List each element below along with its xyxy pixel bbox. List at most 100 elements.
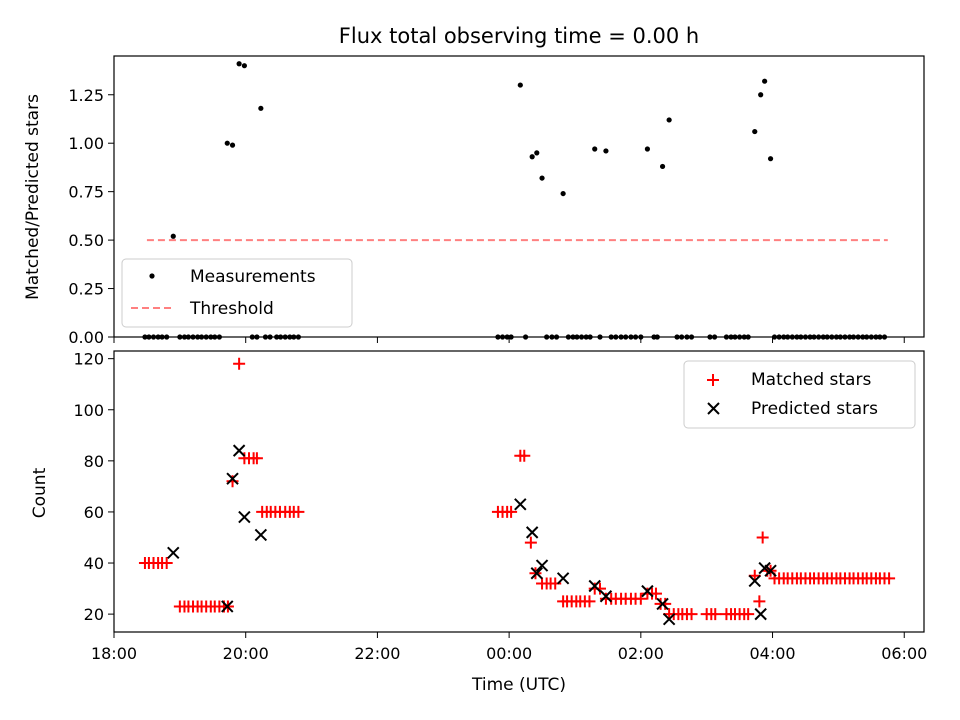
- bottom-x-tick-label: 04:00: [749, 644, 795, 663]
- bottom-y-tick-label: 120: [73, 350, 104, 369]
- matched-star-point: [742, 608, 755, 621]
- measurement-point: [258, 105, 264, 111]
- top-y-ticks: 0.00 0.25 0.50 0.75 1.00 1.25: [68, 86, 114, 347]
- top-legend: Measurements Threshold: [121, 258, 353, 328]
- measurement-point: [539, 175, 545, 181]
- predicted-star-point: [221, 600, 234, 613]
- bottom-legend-box: [683, 360, 916, 429]
- predicted-star-point: [599, 590, 613, 603]
- measurement-point: [603, 148, 609, 154]
- matched-star-point: [753, 595, 766, 608]
- bottom-y-tick-label: 100: [73, 401, 104, 420]
- predicted-star-point: [764, 564, 777, 577]
- bottom-x-tick-label: 20:00: [223, 644, 269, 663]
- bottom-y-ticks: 20 40 60 80 100 120: [73, 350, 114, 624]
- measurement-point: [644, 146, 651, 152]
- measurement-point: [224, 140, 230, 146]
- bottom-panel: Count Time (UTC) 20 40 60 80 100 120 18:00 20:…: [30, 350, 927, 695]
- predicted-star-point: [641, 584, 654, 598]
- legend-measurements-label: Measurements: [190, 267, 316, 287]
- matched-star-point: [226, 475, 239, 488]
- matched-star-point: [250, 452, 263, 465]
- bottom-legend: Matched stars Predicted stars: [683, 360, 916, 429]
- legend-measurements-marker: [149, 273, 155, 279]
- predicted-star-point: [588, 579, 601, 593]
- legend-predicted-marker: [707, 402, 720, 415]
- matched-star-point: [634, 592, 647, 605]
- bottom-x-tick-label: 02:00: [618, 644, 664, 663]
- predicted-star-point: [556, 572, 570, 585]
- bottom-x-tick-label: 18:00: [91, 644, 137, 663]
- bottom-x-tick-label: 06:00: [881, 644, 927, 663]
- bottom-x-tick-label: 00:00: [486, 644, 532, 663]
- predicted-star-point: [535, 559, 549, 572]
- bottom-x-tick-label: 22:00: [354, 644, 400, 663]
- top-axes-frame: [113, 55, 925, 338]
- matched-star-point: [685, 608, 698, 621]
- bottom-y-axis-label: Count: [30, 467, 50, 518]
- bottom-axes-frame: [113, 350, 925, 633]
- x-axis-label: Time (UTC): [471, 675, 566, 695]
- top-y-tick-label: 1.25: [68, 86, 104, 105]
- top-y-tick-label: 0.75: [68, 183, 104, 202]
- top-y-axis-label: Matched/Predicted stars: [23, 94, 43, 300]
- matched-star-point: [756, 531, 769, 544]
- matched-star-point: [505, 505, 518, 518]
- predicted-star-point: [238, 510, 251, 524]
- legend-matched-marker: [707, 374, 719, 386]
- top-y-tick-label: 0.00: [68, 328, 104, 347]
- matched-star-point: [883, 572, 896, 585]
- matched-star-point: [292, 505, 305, 518]
- matched-star-point: [583, 595, 596, 608]
- legend-predicted-label: Predicted stars: [751, 399, 878, 419]
- bottom-y-tick-label: 60: [84, 503, 104, 522]
- matched-star-point: [524, 536, 537, 549]
- measurement-point: [659, 163, 666, 170]
- predicted-star-point: [748, 574, 761, 588]
- matched-star-point: [649, 587, 662, 600]
- legend-matched-label: Matched stars: [751, 370, 871, 390]
- measurement-point: [517, 82, 523, 88]
- bottom-y-tick-label: 80: [84, 452, 104, 471]
- bottom-y-tick-label: 40: [84, 554, 104, 573]
- bottom-plot-marks: [138, 357, 896, 626]
- predicted-star-point: [530, 567, 543, 580]
- measurement-point: [241, 63, 247, 69]
- measurement-point: [560, 190, 566, 197]
- top-y-tick-label: 0.50: [68, 231, 104, 250]
- measurement-point: [534, 150, 540, 156]
- matched-star-point: [233, 357, 246, 370]
- measurement-point: [758, 92, 764, 98]
- predicted-star-point: [232, 444, 246, 457]
- measurement-point: [767, 156, 774, 162]
- predicted-star-point: [662, 613, 676, 626]
- top-y-tick-label: 1.00: [68, 134, 104, 153]
- measurement-point: [592, 146, 598, 152]
- legend-threshold-label: Threshold: [189, 299, 274, 319]
- chart-title: Flux total observing time = 0.00 h: [339, 24, 699, 48]
- predicted-star-point: [167, 546, 180, 560]
- measurement-point: [236, 61, 242, 67]
- predicted-star-point: [754, 607, 767, 621]
- measurement-point: [229, 142, 236, 148]
- top-y-tick-label: 0.25: [68, 280, 104, 299]
- top-panel: Flux total observing time = 0.00 h Match…: [23, 24, 925, 347]
- top-legend-box: [121, 258, 353, 328]
- predicted-star-point: [254, 528, 268, 542]
- bottom-y-tick-label: 20: [84, 605, 104, 624]
- bottom-x-ticks: 18:00 20:00 22:00 00:00 02:00 04:00 06:00: [91, 632, 927, 663]
- top-plot-marks: [142, 61, 888, 340]
- matched-star-point: [160, 557, 173, 570]
- matched-star-point: [518, 449, 531, 462]
- measurement-point: [666, 117, 672, 123]
- measurement-point: [529, 154, 535, 160]
- matched-star-point: [709, 608, 722, 621]
- measurement-point: [170, 233, 176, 239]
- predicted-star-point: [514, 498, 527, 511]
- predicted-star-point: [525, 526, 539, 539]
- predicted-star-point: [656, 597, 669, 611]
- predicted-star-point: [226, 472, 239, 485]
- measurement-point: [752, 128, 758, 135]
- measurement-point: [762, 78, 768, 84]
